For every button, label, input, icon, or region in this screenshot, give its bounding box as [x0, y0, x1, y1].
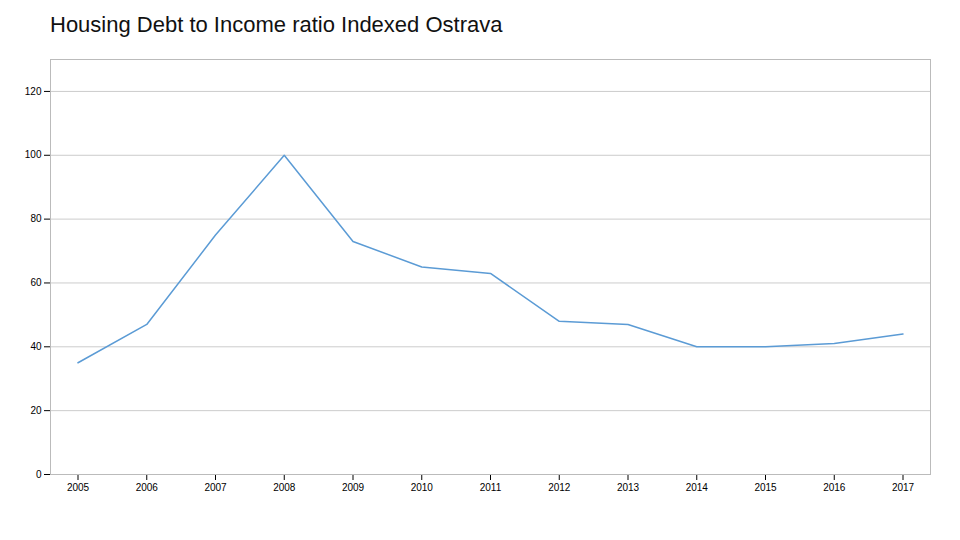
svg-text:2013: 2013	[617, 482, 640, 493]
svg-text:2009: 2009	[342, 482, 365, 493]
svg-text:2006: 2006	[136, 482, 159, 493]
svg-text:40: 40	[30, 341, 42, 352]
svg-text:2012: 2012	[548, 482, 571, 493]
svg-text:2007: 2007	[204, 482, 227, 493]
svg-text:100: 100	[25, 149, 42, 160]
svg-text:2015: 2015	[754, 482, 777, 493]
svg-text:2005: 2005	[67, 482, 90, 493]
html-text:Housing Debt to Income ratio I: Housing Debt to Income ratio Indexed Ost…	[50, 12, 503, 37]
svg-text:0: 0	[36, 469, 42, 480]
svg-text:120: 120	[25, 86, 42, 97]
svg-text:2008: 2008	[273, 482, 296, 493]
svg-text:2014: 2014	[686, 482, 709, 493]
svg-text:2010: 2010	[411, 482, 434, 493]
svg-text:2017: 2017	[892, 482, 915, 493]
svg-text:60: 60	[30, 277, 42, 288]
svg-text:80: 80	[30, 213, 42, 224]
svg-text:2016: 2016	[823, 482, 846, 493]
svg-text:20: 20	[30, 405, 42, 416]
svg-text:2011: 2011	[480, 482, 502, 493]
